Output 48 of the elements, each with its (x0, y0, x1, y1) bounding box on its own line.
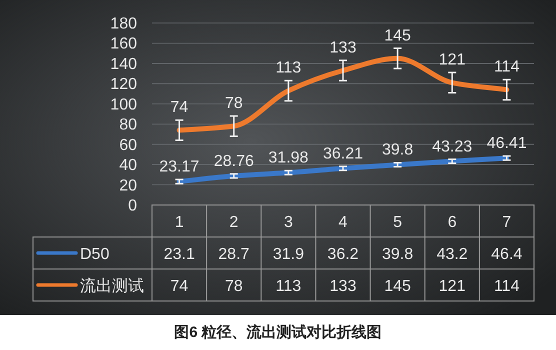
y-tick-label: 0 (128, 198, 138, 214)
text: 28.7 (218, 246, 250, 263)
y-tick-label: 40 (119, 157, 138, 174)
x-tick-label: 2 (229, 214, 238, 231)
x-tick-label: 7 (502, 214, 512, 231)
data-label: 121 (438, 52, 466, 69)
data-label: 43.23 (432, 138, 472, 156)
text: 31.9 (272, 246, 304, 263)
text: 43.2 (436, 246, 468, 263)
x-tick-label: 6 (448, 214, 457, 231)
text: 74 (170, 278, 188, 295)
text: 23.1 (164, 246, 195, 263)
text: 78 (224, 278, 243, 295)
text: 46.4 (491, 246, 522, 263)
y-tick-label: 180 (110, 16, 138, 32)
text: 113 (276, 278, 302, 295)
y-tick-label: 160 (110, 36, 138, 53)
y-tick-label: 100 (110, 96, 138, 114)
data-label: 31.98 (268, 150, 309, 167)
x-tick-label: 1 (174, 214, 184, 231)
y-tick-label: 80 (119, 116, 138, 134)
text: 图6 粒径、流出测试对比折线图 (174, 323, 382, 341)
x-tick-label: 3 (284, 214, 293, 231)
text: 121 (438, 278, 466, 295)
data-label: 145 (384, 27, 412, 44)
data-label: 114 (494, 58, 520, 76)
text: 114 (494, 278, 520, 295)
data-label: 46.41 (486, 135, 527, 152)
text: 145 (384, 278, 412, 295)
text: 133 (330, 278, 356, 295)
y-tick-label: 120 (110, 76, 138, 94)
data-label: 23.17 (159, 158, 200, 176)
y-tick-label: 140 (110, 56, 138, 73)
y-tick-label: 60 (119, 136, 138, 154)
data-label: 113 (276, 60, 302, 77)
data-label: 36.21 (322, 145, 364, 162)
legend-label: D50 (80, 246, 110, 263)
data-label: 28.76 (214, 152, 254, 170)
text: 36.2 (327, 246, 359, 263)
x-tick-label: 5 (393, 214, 402, 231)
data-label: 39.8 (382, 142, 414, 159)
legend-label: 流出测试 (80, 277, 144, 295)
data-label: 74 (170, 99, 188, 116)
data-label: 133 (330, 39, 356, 56)
data-label: 78 (224, 95, 243, 112)
x-tick-label: 4 (338, 214, 348, 231)
text: 39.8 (382, 246, 414, 263)
y-tick-label: 20 (119, 177, 138, 194)
